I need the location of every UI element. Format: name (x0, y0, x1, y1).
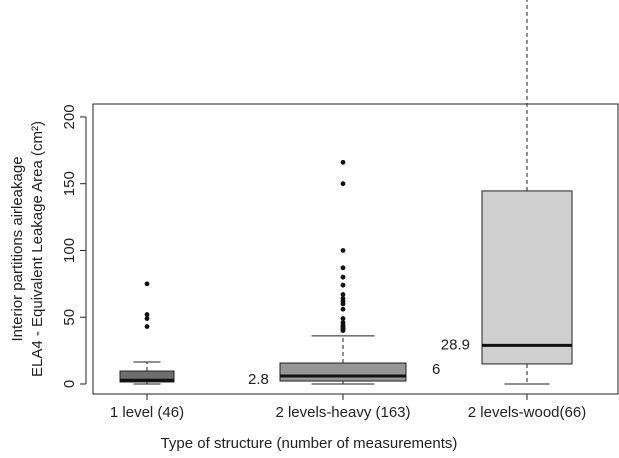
outlier (144, 281, 150, 287)
median-label: 6 (432, 361, 440, 378)
outlier (340, 159, 346, 165)
outlier (340, 265, 346, 271)
outlier (340, 328, 346, 333)
outlier (340, 316, 346, 321)
outlier (340, 248, 346, 253)
y-tick-label: 100 (61, 238, 78, 263)
y-axis-title: Interior partitions airleakage (9, 156, 26, 341)
box (481, 190, 573, 365)
outlier (340, 306, 346, 312)
outlier (340, 181, 346, 187)
x-tick-label: 1 level (46) (110, 404, 184, 421)
box (279, 362, 407, 382)
outlier (340, 274, 346, 280)
outlier (340, 301, 346, 307)
outlier (340, 292, 346, 297)
y-tick-label: 50 (61, 309, 78, 326)
x-axis-title: Type of structure (number of measurement… (161, 435, 458, 452)
plot-frame (92, 103, 619, 395)
outlier (144, 316, 150, 321)
outlier (340, 282, 346, 288)
median-label: 28.9 (441, 336, 470, 353)
outlier (144, 324, 150, 329)
box (119, 370, 175, 383)
y-axis-title: ELA4 - Equivalent Leakage Area (cm²) (29, 121, 46, 377)
outlier (144, 312, 150, 317)
median-label: 2.8 (248, 371, 269, 388)
y-tick-label: 0 (61, 380, 78, 388)
y-tick-label: 200 (61, 104, 78, 129)
x-tick-label: 2 levels-heavy (163) (275, 404, 410, 421)
y-tick-label: 150 (61, 171, 78, 196)
x-tick-label: 2 levels-wood(66) (468, 404, 586, 421)
